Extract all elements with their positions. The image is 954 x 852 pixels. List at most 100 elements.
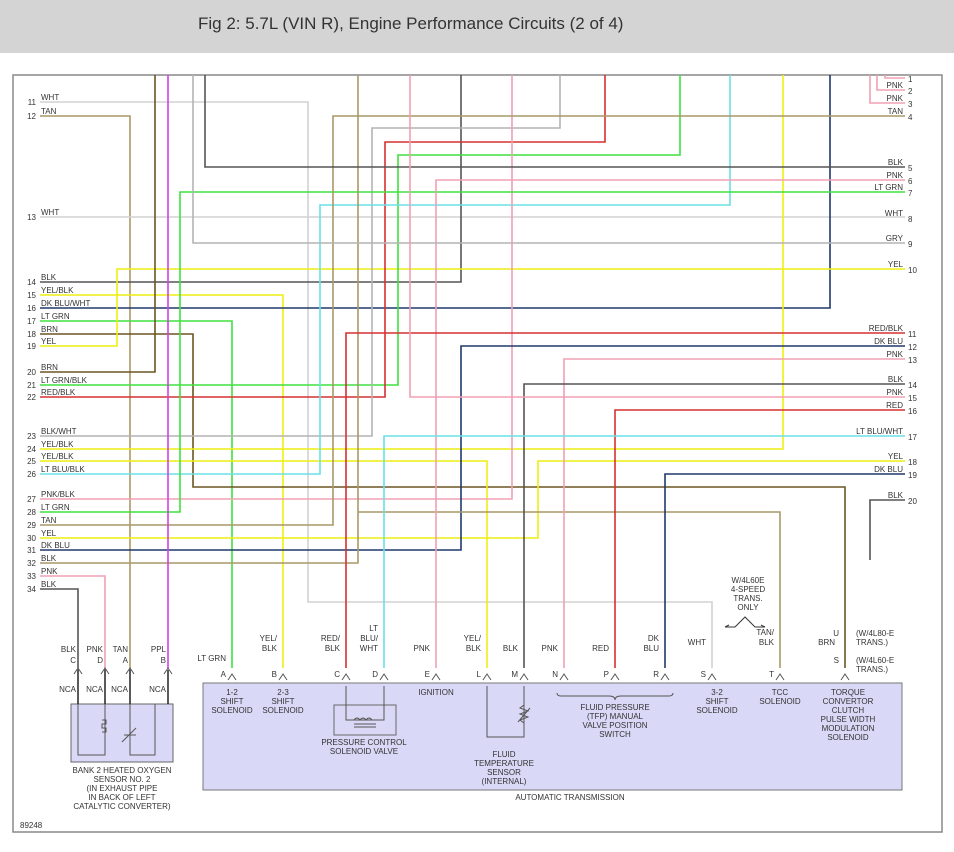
left-pin-wire-label: YEL/BLK: [41, 286, 74, 295]
variable-resistor-icon: [121, 727, 137, 743]
wires: [40, 75, 905, 668]
connector-icon: [707, 673, 717, 681]
right-pin-wire-label: DK BLU: [874, 465, 903, 474]
connector-icon: [227, 673, 237, 681]
o2-pin-letter: D: [97, 656, 103, 665]
left-pin-number: 33: [27, 572, 36, 581]
component-label: VALVE POSITION: [582, 721, 647, 730]
left-pin-number: 19: [27, 342, 36, 351]
left-pin-number: 12: [27, 112, 36, 121]
wire: [40, 75, 156, 373]
left-pin-wire-label: PNK/BLK: [41, 490, 75, 499]
nca-label: NCA: [111, 685, 129, 694]
wire: [40, 460, 905, 539]
right-pin-wire-label: PNK: [887, 171, 904, 180]
component-label: 2-3: [277, 688, 289, 697]
solenoid-circuit: [345, 686, 385, 721]
trans-pin-wire: BLU/: [360, 634, 379, 643]
trans-pin-wire: PNK: [414, 644, 431, 653]
wire: [40, 588, 79, 668]
left-pin-wire-label: RED/BLK: [41, 388, 76, 397]
right-pin-number: 14: [908, 381, 917, 390]
wire: [345, 332, 905, 668]
connector-icon: [73, 667, 83, 675]
component-label: SOLENOID: [262, 706, 304, 715]
left-pin-wire-label: YEL/BLK: [41, 452, 74, 461]
wire: [876, 75, 905, 91]
connector-icon: [775, 673, 785, 681]
bracket-icon: [556, 692, 674, 701]
right-pin-number: 6: [908, 177, 913, 186]
connector-icon: [610, 673, 620, 681]
right-pin-wire-label: BLK: [888, 375, 904, 384]
pressure-control-solenoid-box: [333, 704, 397, 736]
component-label: IGNITION: [418, 688, 454, 697]
right-pin-wire-label: BLK: [888, 158, 904, 167]
component-label: FLUID: [492, 750, 515, 759]
o2-pin-letter: A: [123, 656, 129, 665]
wire: [40, 75, 561, 437]
wire: [40, 191, 905, 513]
component-label: 1-2: [226, 688, 238, 697]
trans-pin-wire: WHT: [360, 644, 378, 653]
left-pin-wire-label: TAN: [41, 107, 57, 116]
wire: [40, 75, 681, 386]
component-label: SOLENOID: [211, 706, 253, 715]
connector-icon: [100, 667, 110, 675]
left-pin-number: 32: [27, 559, 36, 568]
o2-pin-letter: B: [161, 656, 166, 665]
connector-icon: [379, 673, 389, 681]
right-pin-wire-label: RED: [886, 401, 903, 410]
left-pin-wire-label: BLK: [41, 580, 57, 589]
right-pin-number: 11: [908, 330, 917, 339]
right-pin-number: 19: [908, 471, 917, 480]
trans-pin-letter: L: [477, 670, 482, 679]
trans-pin-wire: RED: [592, 644, 609, 653]
wire: [40, 115, 905, 526]
left-pin-number: 14: [27, 278, 36, 287]
wire: [409, 75, 905, 398]
nca-label: NCA: [149, 685, 167, 694]
trans-pin-wire: YEL/: [260, 634, 278, 643]
trans-pin-letter: U: [833, 629, 839, 638]
wire: [523, 383, 905, 668]
left-pin-number: 30: [27, 534, 36, 543]
s-pin-note: TRANS.): [856, 665, 888, 674]
figure-id: 89248: [20, 821, 43, 830]
trans-pin-wire: PNK: [542, 644, 559, 653]
left-pin-number: 29: [27, 521, 36, 530]
wire: [192, 75, 905, 244]
left-pin-number: 26: [27, 470, 36, 479]
left-pin-number: 27: [27, 495, 36, 504]
component-label: SHIFT: [705, 697, 728, 706]
nca-label: NCA: [59, 685, 77, 694]
trans-pin-letter: S: [701, 670, 706, 679]
right-pin-number: 8: [908, 215, 913, 224]
o2-pin-wire: PPL: [151, 645, 167, 654]
thermistor-icon: [517, 704, 531, 724]
left-pin-number: 24: [27, 445, 36, 454]
right-pin-number: 5: [908, 164, 913, 173]
right-pin-wire-label: YEL: [888, 260, 904, 269]
heater-icon: [101, 719, 107, 733]
o2-pin-wire: TAN: [113, 645, 129, 654]
right-pin-number: 7: [908, 189, 913, 198]
connector-icon: [341, 673, 351, 681]
component-label: PULSE WIDTH: [821, 715, 876, 724]
trans-pin-wire: LT GRN: [197, 654, 226, 663]
o2-sensor-label: (IN EXHAUST PIPE: [87, 784, 158, 793]
trans-pin-letter: E: [425, 670, 430, 679]
right-pin-number: 4: [908, 113, 913, 122]
heater-circuit: [77, 668, 106, 756]
components: [70, 616, 903, 791]
component-label: 3-2: [711, 688, 723, 697]
component-label: CLUTCH: [832, 706, 865, 715]
right-pin-wire-label: LT BLU/WHT: [856, 427, 903, 436]
four-speed-note: 4-SPEED: [731, 585, 765, 594]
trans-pin-letter: B: [272, 670, 277, 679]
trans-pin-letter: T: [769, 670, 774, 679]
component-label: (INTERNAL): [482, 777, 527, 786]
component-label: SHIFT: [220, 697, 243, 706]
right-pin-number: 9: [908, 240, 913, 249]
